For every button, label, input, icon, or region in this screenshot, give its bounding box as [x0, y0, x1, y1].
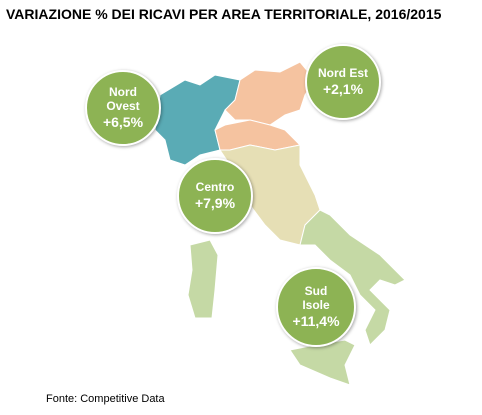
region-sicilia	[289, 339, 356, 386]
region-label: Nord Est	[317, 66, 368, 80]
region-sud	[299, 209, 406, 346]
bubble: Nord Ovest +6,5%	[85, 70, 161, 146]
source: Fonte: Competitive Data	[46, 393, 165, 405]
region-nord-est	[214, 119, 302, 151]
bubble: Sud Isole +11,4%	[276, 267, 356, 347]
region-label: Nord Ovest	[106, 85, 140, 113]
title: VARIAZIONE % DEI RICAVI PER AREA TERRITO…	[6, 6, 442, 22]
region-value: +2,1%	[322, 81, 364, 97]
region-value: +7,9%	[194, 195, 236, 211]
region-value: +6,5%	[102, 114, 144, 130]
region-nord-est	[224, 61, 316, 126]
region-sardegna	[187, 239, 219, 319]
bubble: Centro +7,9%	[177, 158, 253, 234]
region-label: Sud Isole	[302, 284, 330, 312]
region-label: Centro	[195, 180, 235, 194]
region-value: +11,4%	[292, 313, 340, 329]
bubble: Nord Est +2,1%	[305, 44, 381, 120]
